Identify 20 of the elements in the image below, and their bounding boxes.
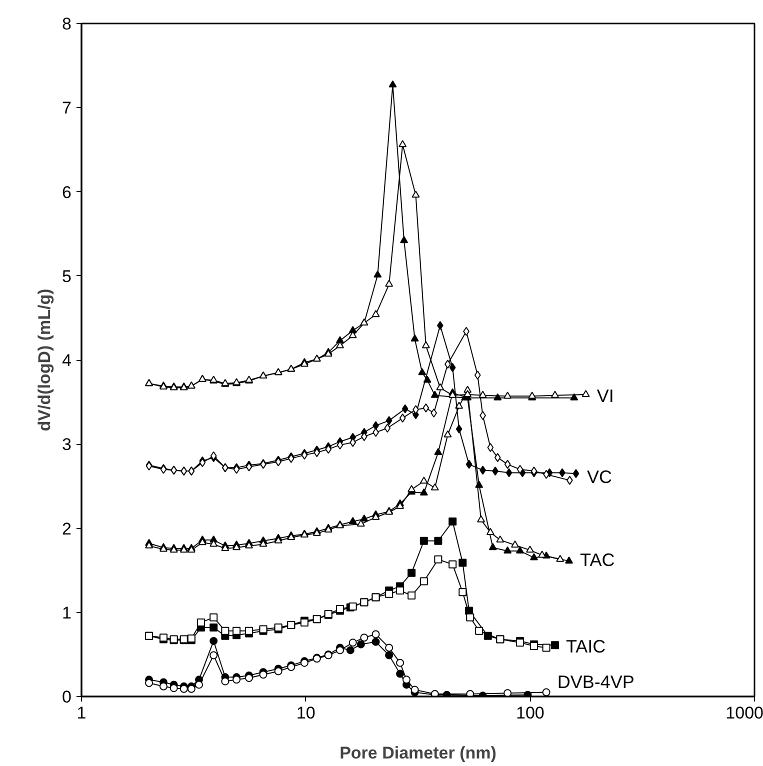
y-tick-label: 8 (62, 14, 72, 34)
x-tick-label: 1000 (726, 704, 763, 722)
annotation: TAIC (566, 636, 606, 656)
y-tick-label: 2 (62, 519, 72, 538)
x-tick-label: 10 (296, 704, 316, 722)
y-tick-label: 6 (62, 182, 72, 202)
y-tick-label: 1 (62, 603, 72, 622)
y-tick-label: 0 (62, 688, 72, 706)
annotation: VC (587, 466, 612, 487)
annotation: DVB-4VP (557, 672, 634, 692)
y-axis-title: dV/d(logD) (mL/g) (35, 288, 54, 432)
x-tick-label: 100 (516, 704, 544, 722)
x-tick-label: 1 (76, 704, 86, 722)
y-tick-label: 7 (62, 98, 72, 118)
y-tick-label: 4 (62, 351, 72, 370)
x-axis-title: Pore Diameter (nm) (340, 744, 496, 762)
y-tick-label: 3 (62, 435, 72, 454)
annotation: VI (596, 386, 614, 406)
annotation: TAC (580, 550, 615, 570)
y-tick-label: 5 (62, 266, 72, 286)
